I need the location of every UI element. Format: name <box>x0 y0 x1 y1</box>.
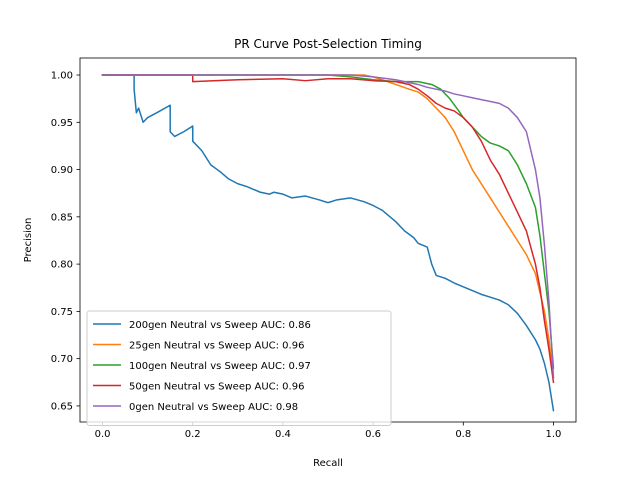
legend-entry-label: 0gen Neutral vs Sweep AUC: 0.98 <box>129 402 298 413</box>
y-tick-label: 1.00 <box>51 71 73 82</box>
legend-entry-label: 100gen Neutral vs Sweep AUC: 0.97 <box>129 361 311 372</box>
chart-title: PR Curve Post-Selection Timing <box>234 37 422 51</box>
legend-entry-label: 200gen Neutral vs Sweep AUC: 0.86 <box>129 320 311 331</box>
legend: 200gen Neutral vs Sweep AUC: 0.86 25gen N… <box>86 310 392 426</box>
x-tick-label: 0.8 <box>455 429 471 440</box>
series-line-4 <box>101 74 555 384</box>
legend-box <box>86 310 392 426</box>
x-tick-label: 0.6 <box>365 429 381 440</box>
legend-entry-label: 50gen Neutral vs Sweep AUC: 0.96 <box>129 382 304 393</box>
legend-entry-label: 25gen Neutral vs Sweep AUC: 0.96 <box>129 341 304 352</box>
y-tick-label: 0.90 <box>51 165 73 176</box>
x-axis-title: Recall <box>313 458 343 469</box>
x-tick-label: 0.4 <box>275 429 291 440</box>
plot-area <box>101 74 555 412</box>
y-axis-title: Precision <box>23 218 34 263</box>
series-line-1 <box>101 74 555 412</box>
series-line-5 <box>101 74 555 379</box>
axes: 0.0 0.2 0.4 0.6 0.8 1.0 0.65 0.70 0.75 0.80 0.85 0.… <box>51 57 577 440</box>
x-tick-label: 0.2 <box>185 429 201 440</box>
y-tick-label: 0.95 <box>51 118 73 129</box>
y-tick-label: 0.85 <box>51 212 73 223</box>
x-tick-label: 1.0 <box>546 429 562 440</box>
y-tick-label: 0.65 <box>51 401 73 412</box>
y-tick-label: 0.70 <box>51 354 73 365</box>
y-tick-label: 0.75 <box>51 307 73 318</box>
x-tick-label: 0.0 <box>95 429 111 440</box>
y-tick-label: 0.80 <box>51 260 73 271</box>
